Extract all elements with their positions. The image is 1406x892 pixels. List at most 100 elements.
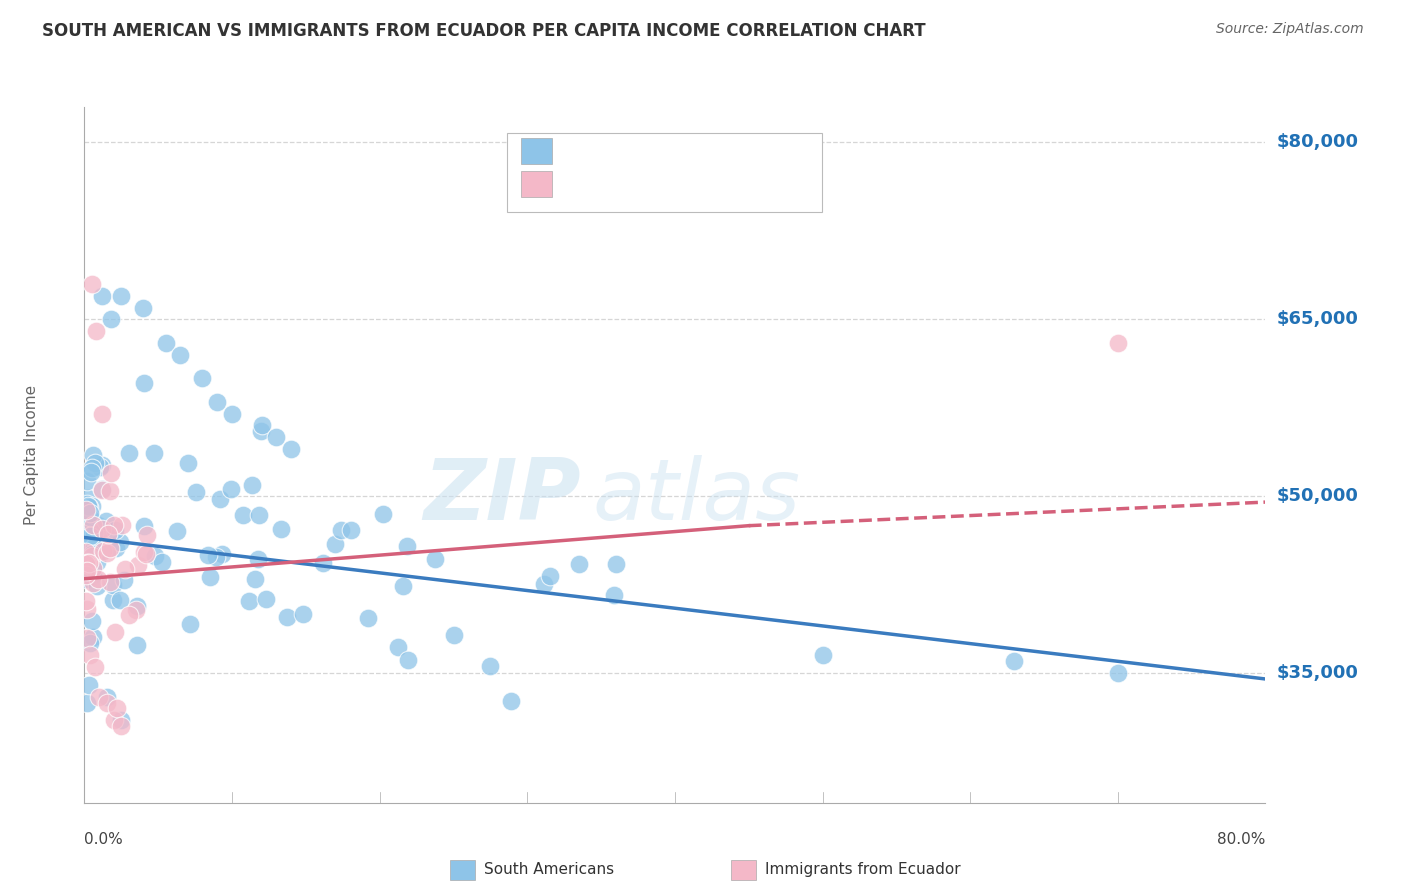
Point	[169, 348, 191, 362]
Point	[86, 555, 108, 569]
Point	[127, 638, 149, 652]
Point	[82, 560, 104, 574]
Point	[77, 678, 100, 692]
Point	[811, 648, 834, 663]
Point	[603, 588, 626, 602]
Point	[76, 602, 98, 616]
Point	[387, 640, 409, 655]
Point	[75, 545, 97, 559]
Point	[132, 519, 155, 533]
Point	[124, 603, 146, 617]
Point	[80, 277, 103, 291]
Point	[91, 407, 114, 421]
Text: N =: N =	[665, 175, 706, 193]
Point	[79, 506, 101, 520]
Point	[111, 518, 134, 533]
Point	[198, 570, 221, 584]
Text: -0.179: -0.179	[599, 142, 664, 160]
Point	[87, 690, 111, 704]
Point	[177, 456, 200, 470]
Point	[104, 524, 127, 538]
Point	[90, 522, 112, 536]
Point	[1107, 666, 1129, 681]
Text: 46: 46	[704, 175, 730, 193]
Point	[276, 610, 298, 624]
Point	[80, 466, 103, 480]
Point	[118, 446, 141, 460]
Point	[538, 569, 561, 583]
Point	[82, 576, 104, 591]
Point	[79, 648, 101, 663]
Point	[97, 527, 120, 541]
Point	[1107, 335, 1129, 350]
Point	[80, 461, 103, 475]
Point	[86, 572, 108, 586]
Point	[90, 546, 112, 560]
Point	[82, 567, 104, 582]
Point	[114, 562, 136, 576]
Point	[533, 577, 555, 591]
Point	[103, 713, 125, 727]
Point	[82, 630, 104, 644]
Point	[101, 593, 124, 607]
Point	[118, 607, 141, 622]
Point	[127, 558, 149, 573]
Point	[423, 551, 446, 566]
Point	[264, 430, 288, 444]
Point	[76, 571, 98, 585]
Point	[82, 449, 104, 463]
Point	[77, 499, 100, 513]
Point	[83, 660, 105, 674]
Text: $80,000: $80,000	[1277, 134, 1358, 152]
Point	[104, 541, 127, 555]
Point	[100, 466, 122, 480]
Point	[80, 547, 103, 561]
Point	[80, 549, 103, 564]
Point	[93, 522, 115, 536]
Point	[98, 574, 121, 589]
Point	[75, 557, 97, 571]
Point	[96, 696, 118, 710]
Point	[75, 518, 97, 533]
Point	[329, 523, 352, 537]
Point	[101, 578, 124, 592]
Point	[112, 573, 135, 587]
Text: $50,000: $50,000	[1277, 487, 1358, 505]
Point	[79, 556, 101, 570]
Point	[98, 541, 121, 556]
Point	[247, 508, 270, 522]
Point	[340, 523, 363, 537]
Point	[105, 701, 128, 715]
Text: Immigrants from Ecuador: Immigrants from Ecuador	[765, 863, 960, 877]
Point	[270, 522, 292, 536]
Point	[84, 456, 107, 470]
Point	[209, 491, 232, 506]
Point	[312, 557, 335, 571]
Point	[79, 636, 101, 650]
Point	[221, 407, 243, 421]
Point	[75, 503, 97, 517]
Point	[166, 524, 188, 539]
Point	[96, 690, 118, 704]
Point	[242, 478, 264, 492]
Point	[75, 496, 97, 510]
Point	[211, 547, 233, 561]
Point	[89, 459, 111, 474]
Point	[90, 482, 112, 496]
Point	[143, 549, 166, 563]
Text: 114: 114	[704, 142, 742, 160]
Point	[395, 539, 418, 553]
Point	[79, 539, 101, 553]
Point	[155, 335, 177, 350]
Point	[605, 558, 627, 572]
Point	[103, 517, 125, 532]
Text: 80.0%: 80.0%	[1218, 832, 1265, 847]
Point	[91, 458, 114, 472]
Text: $35,000: $35,000	[1277, 664, 1358, 682]
Point	[82, 517, 104, 532]
Point	[76, 497, 98, 511]
Point	[90, 483, 112, 498]
Point	[77, 516, 100, 530]
Point	[134, 544, 156, 558]
Point	[76, 556, 98, 570]
